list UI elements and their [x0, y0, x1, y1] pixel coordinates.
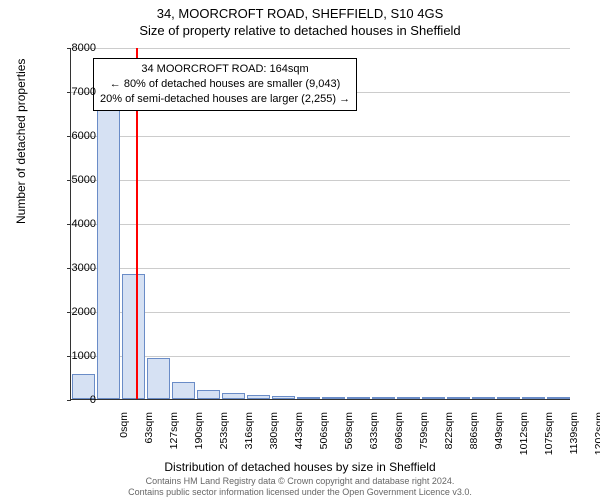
y-tick-label: 2000 [56, 306, 96, 318]
histogram-bar [397, 397, 420, 399]
histogram-bar [447, 397, 470, 399]
gridline [71, 180, 570, 181]
x-tick-label: 1075sqm [543, 412, 555, 462]
y-tick-label: 7000 [56, 86, 96, 98]
histogram-bar [297, 397, 320, 399]
y-tick-label: 5000 [56, 174, 96, 186]
y-tick-label: 1000 [56, 350, 96, 362]
histogram-bar [272, 396, 295, 399]
annotation-line: 20% of semi-detached houses are larger (… [100, 92, 350, 107]
plot-area: 34 MOORCROFT ROAD: 164sqm← 80% of detach… [70, 48, 570, 400]
y-tick-label: 8000 [56, 42, 96, 54]
gridline [71, 268, 570, 269]
footer-line-1: Contains HM Land Registry data © Crown c… [0, 476, 600, 487]
y-axis-label: Number of detached properties [14, 59, 28, 224]
histogram-bar [222, 393, 245, 399]
y-tick-label: 3000 [56, 262, 96, 274]
gridline [71, 224, 570, 225]
x-tick-label: 63sqm [143, 412, 155, 462]
x-tick-label: 253sqm [218, 412, 230, 462]
histogram-bar [547, 397, 570, 399]
x-tick-label: 0sqm [118, 412, 130, 462]
chart-subtitle: Size of property relative to detached ho… [0, 23, 600, 38]
annotation-box: 34 MOORCROFT ROAD: 164sqm← 80% of detach… [93, 58, 357, 111]
histogram-bar [247, 395, 270, 399]
gridline [71, 48, 570, 49]
annotation-line: 34 MOORCROFT ROAD: 164sqm [100, 62, 350, 77]
x-tick-label: 886sqm [468, 412, 480, 462]
attribution-footer: Contains HM Land Registry data © Crown c… [0, 476, 600, 499]
y-tick-label: 0 [56, 394, 96, 406]
gridline [71, 136, 570, 137]
x-tick-label: 443sqm [293, 412, 305, 462]
x-tick-label: 1012sqm [518, 412, 530, 462]
histogram-bar [472, 397, 495, 399]
histogram-bar [422, 397, 445, 399]
histogram-bar [347, 397, 370, 399]
x-tick-label: 1139sqm [568, 412, 580, 462]
histogram-bar [172, 382, 195, 399]
y-tick-label: 4000 [56, 218, 96, 230]
footer-line-2: Contains public sector information licen… [0, 487, 600, 498]
histogram-bar [322, 397, 345, 399]
histogram-bar [147, 358, 170, 399]
x-tick-label: 633sqm [368, 412, 380, 462]
x-tick-label: 1202sqm [593, 412, 600, 462]
x-tick-label: 949sqm [493, 412, 505, 462]
x-tick-label: 127sqm [168, 412, 180, 462]
chart-area: 34 MOORCROFT ROAD: 164sqm← 80% of detach… [70, 48, 570, 400]
x-tick-label: 190sqm [193, 412, 205, 462]
x-tick-label: 822sqm [443, 412, 455, 462]
x-tick-label: 759sqm [418, 412, 430, 462]
x-tick-label: 316sqm [243, 412, 255, 462]
gridline [71, 312, 570, 313]
y-tick-label: 6000 [56, 130, 96, 142]
x-tick-label: 506sqm [318, 412, 330, 462]
annotation-line: ← 80% of detached houses are smaller (9,… [100, 77, 350, 92]
x-tick-label: 380sqm [268, 412, 280, 462]
gridline [71, 356, 570, 357]
histogram-bar [522, 397, 545, 399]
histogram-bar [197, 390, 220, 399]
histogram-bar [497, 397, 520, 399]
histogram-bar [122, 274, 145, 399]
histogram-bar [372, 397, 395, 399]
x-tick-label: 569sqm [343, 412, 355, 462]
x-tick-label: 696sqm [393, 412, 405, 462]
histogram-bar [97, 108, 120, 399]
x-axis-label: Distribution of detached houses by size … [0, 460, 600, 474]
chart-title: 34, MOORCROFT ROAD, SHEFFIELD, S10 4GS [0, 6, 600, 21]
